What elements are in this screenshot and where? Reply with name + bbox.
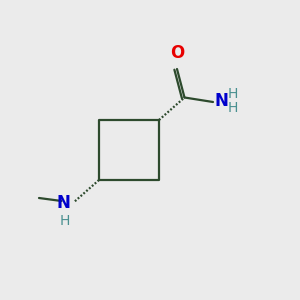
- Text: H: H: [227, 87, 238, 100]
- Text: O: O: [170, 44, 184, 62]
- Text: H: H: [227, 101, 238, 115]
- Text: N: N: [214, 92, 228, 110]
- Text: H: H: [59, 214, 70, 228]
- Text: N: N: [56, 194, 70, 211]
